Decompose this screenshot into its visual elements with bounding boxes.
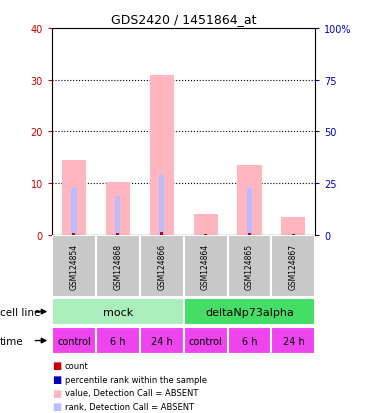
Bar (140, 327, 184, 355)
Bar (116, 234, 119, 235)
Bar (237, 166, 262, 235)
Text: GSM124866: GSM124866 (157, 243, 166, 290)
Bar (281, 217, 305, 235)
Text: ■: ■ (52, 361, 61, 370)
Text: 24 h: 24 h (151, 336, 173, 346)
Bar (159, 176, 164, 235)
Bar (150, 75, 174, 235)
Text: control: control (57, 336, 91, 346)
Text: value, Detection Call = ABSENT: value, Detection Call = ABSENT (65, 388, 198, 397)
Bar (52, 327, 96, 355)
Bar (272, 235, 315, 297)
Text: ■: ■ (52, 388, 61, 398)
Bar (96, 235, 140, 297)
Text: 6 h: 6 h (110, 336, 125, 346)
Bar (160, 233, 163, 235)
Bar (184, 235, 227, 297)
Bar (184, 298, 315, 326)
Text: 6 h: 6 h (242, 336, 257, 346)
Text: GSM124854: GSM124854 (69, 243, 78, 290)
Bar (62, 161, 86, 235)
Text: ■: ■ (52, 401, 61, 411)
Bar (248, 234, 251, 235)
Text: GSM124868: GSM124868 (113, 243, 122, 290)
Text: deltaNp73alpha: deltaNp73alpha (205, 307, 294, 317)
Text: GSM124865: GSM124865 (245, 243, 254, 290)
Text: GSM124867: GSM124867 (289, 243, 298, 290)
Title: GDS2420 / 1451864_at: GDS2420 / 1451864_at (111, 13, 256, 26)
Text: mock: mock (103, 307, 133, 317)
Bar (96, 327, 140, 355)
Bar (52, 235, 96, 297)
Bar (52, 298, 184, 326)
Bar (247, 189, 252, 235)
Bar (115, 197, 121, 235)
Bar (72, 233, 75, 235)
Bar (140, 235, 184, 297)
Bar (71, 189, 76, 235)
Bar (227, 235, 272, 297)
Text: control: control (189, 336, 223, 346)
Bar (272, 327, 315, 355)
Bar (184, 327, 227, 355)
Text: percentile rank within the sample: percentile rank within the sample (65, 375, 207, 384)
Text: 24 h: 24 h (283, 336, 304, 346)
Text: count: count (65, 361, 89, 370)
Text: ■: ■ (52, 374, 61, 384)
Bar (194, 215, 218, 235)
Bar (227, 327, 272, 355)
Bar (106, 183, 130, 235)
Text: time: time (0, 336, 24, 346)
Text: rank, Detection Call = ABSENT: rank, Detection Call = ABSENT (65, 402, 194, 411)
Text: GSM124864: GSM124864 (201, 243, 210, 290)
Text: cell line: cell line (0, 307, 40, 317)
